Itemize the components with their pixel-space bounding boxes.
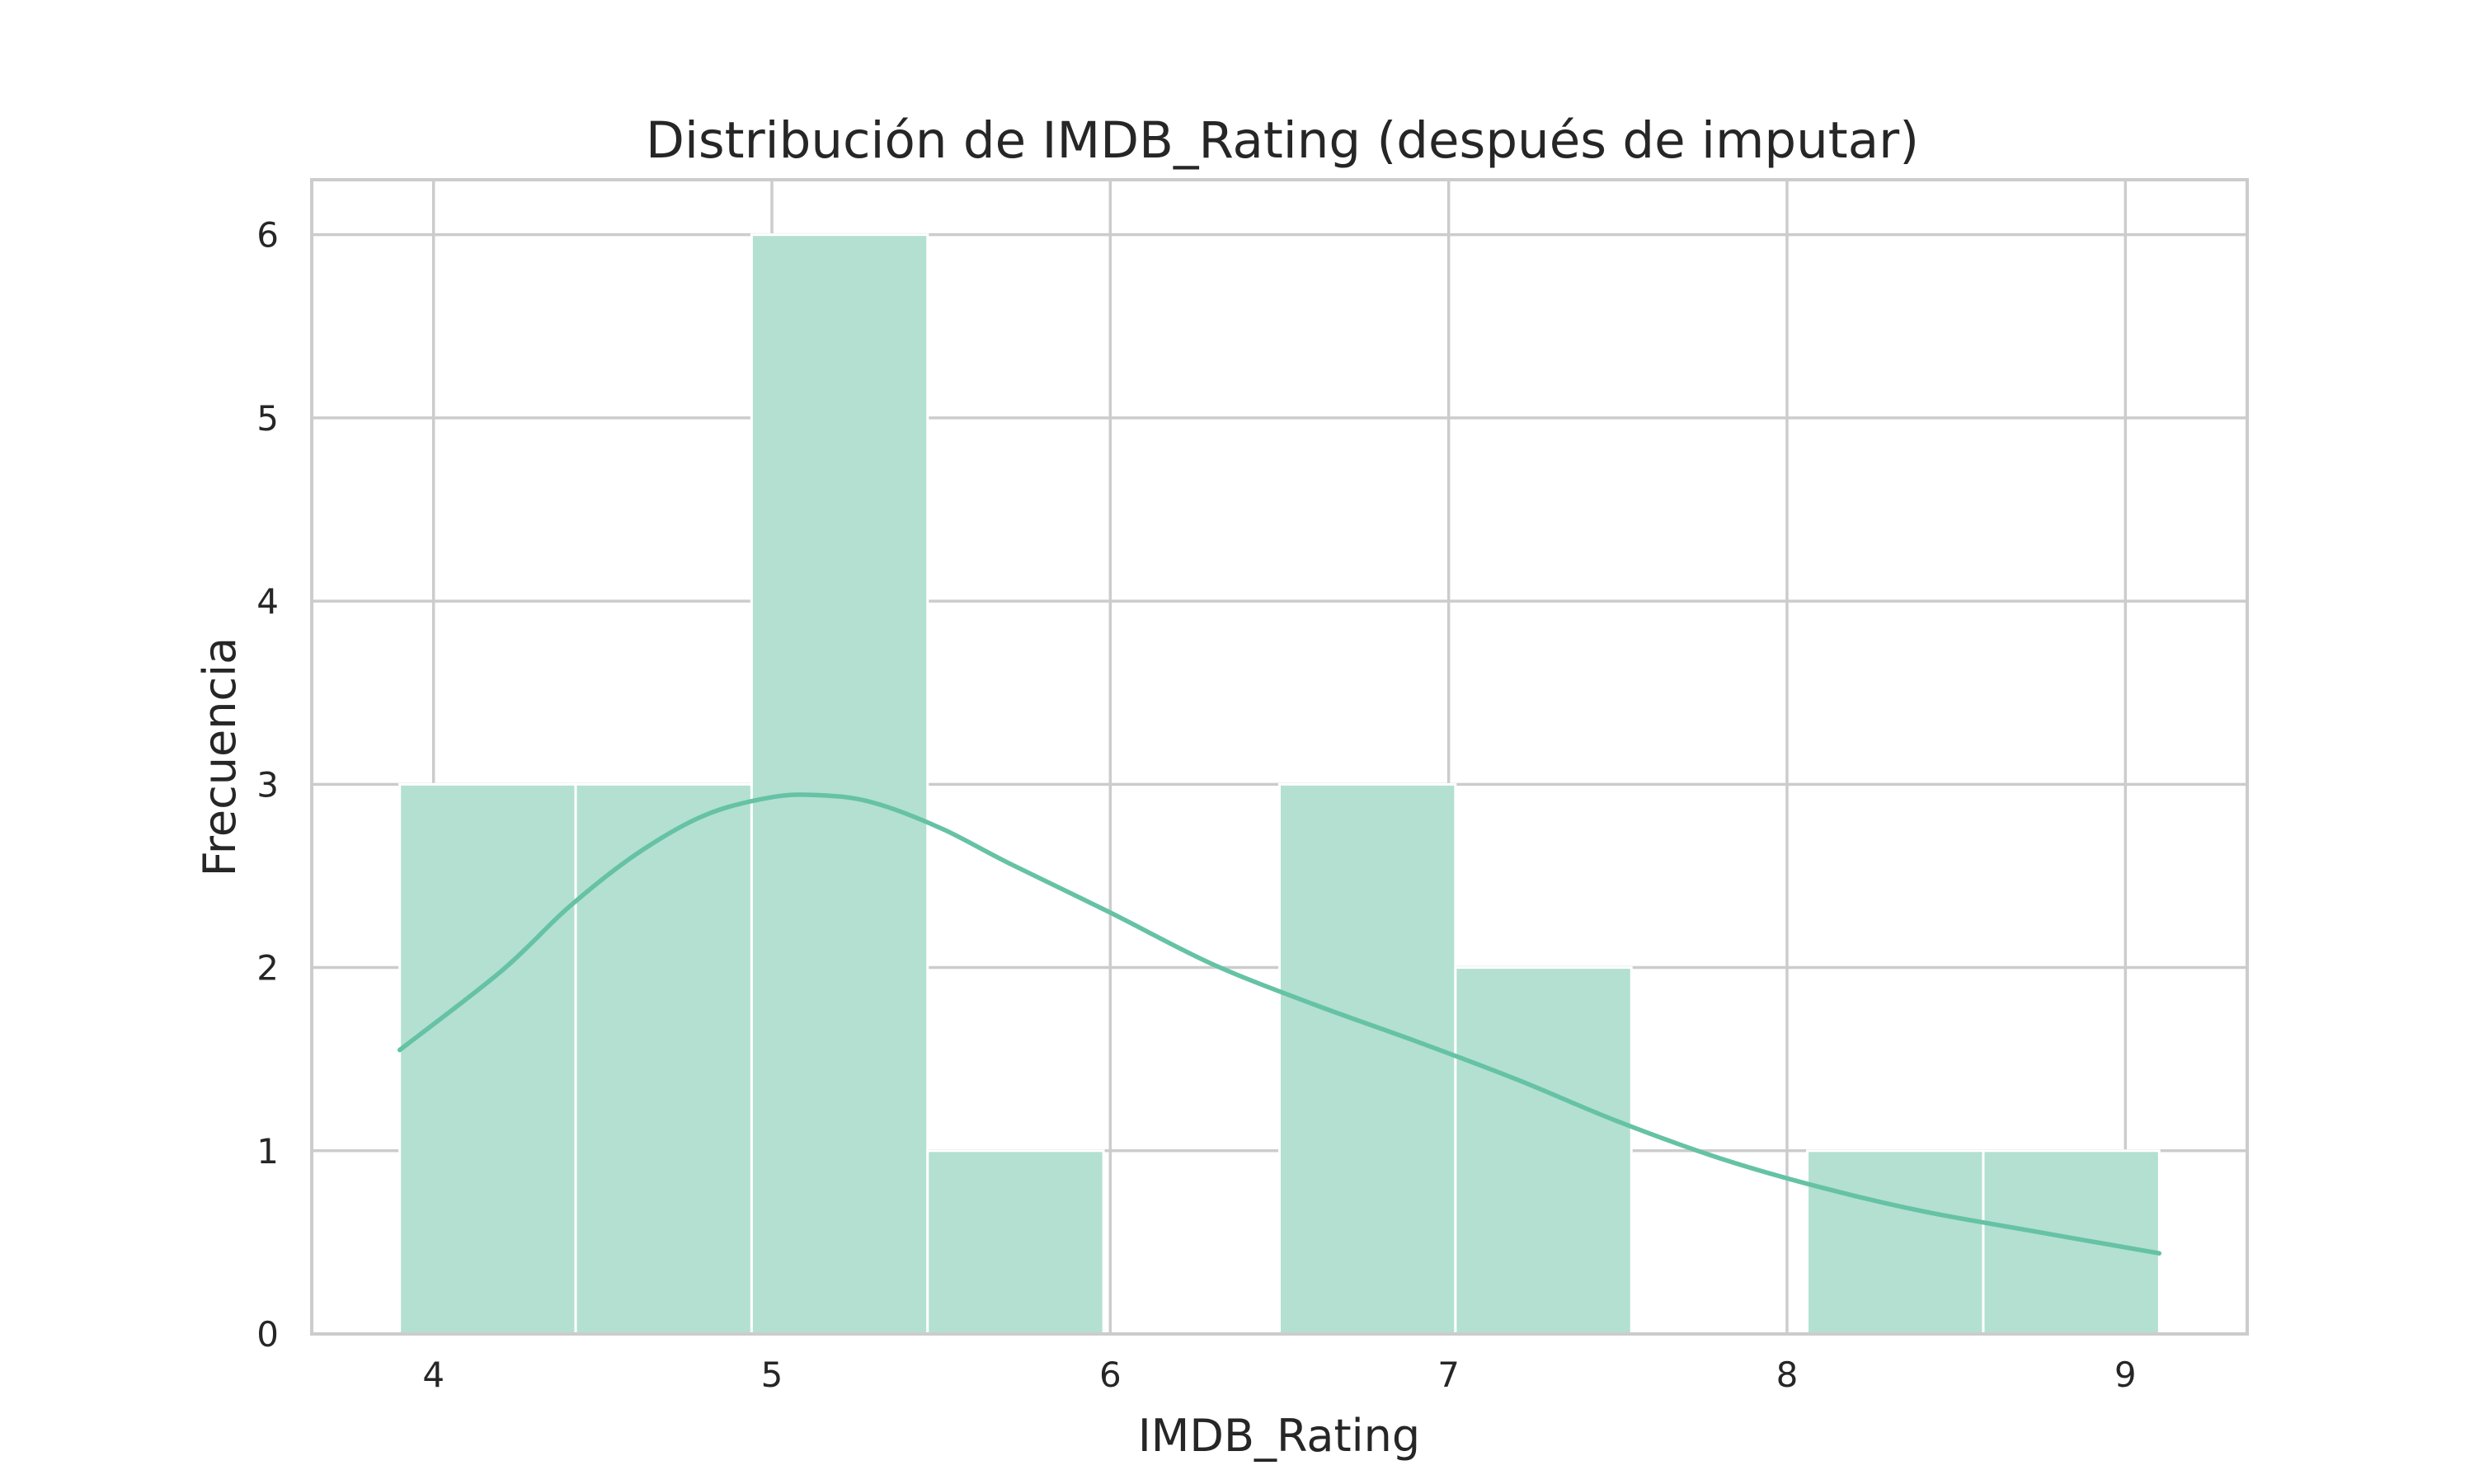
x-tick-labels: 4 5 6 7 8 9	[422, 1355, 2136, 1395]
histogram-bar	[574, 782, 753, 1336]
y-tick-label: 5	[256, 398, 279, 439]
y-tick-label: 6	[256, 215, 279, 256]
x-tick-label: 4	[422, 1355, 444, 1395]
histogram-bar	[750, 233, 929, 1336]
y-tick-label: 2	[256, 948, 279, 989]
y-tick-label: 4	[256, 581, 279, 622]
x-tick-label: 5	[761, 1355, 783, 1395]
x-tick-label: 6	[1099, 1355, 1122, 1395]
histogram-bar	[1982, 1149, 2161, 1336]
y-tick-label: 1	[256, 1131, 279, 1172]
y-tick-label: 0	[256, 1314, 279, 1355]
histogram-bar	[926, 1149, 1105, 1336]
y-tick-label: 3	[256, 764, 279, 805]
y-axis-label: Frecuencia	[194, 637, 246, 877]
plot-frame	[310, 178, 2249, 1336]
x-tick-label: 8	[1776, 1355, 1799, 1395]
histogram-bar	[398, 782, 577, 1336]
x-tick-label: 7	[1437, 1355, 1460, 1395]
x-tick-label: 9	[2114, 1355, 2137, 1395]
chart-title: Distribución de IMDB_Rating (después de …	[646, 111, 1919, 170]
histogram-bar	[1278, 782, 1457, 1336]
x-axis-label: IMDB_Rating	[1138, 1410, 1420, 1462]
histogram-bar	[1806, 1149, 1985, 1336]
y-tick-labels: 0 1 2 3 4 5 6	[256, 215, 279, 1355]
kde-curve	[397, 792, 2162, 1256]
histogram-bar	[1454, 966, 1633, 1336]
